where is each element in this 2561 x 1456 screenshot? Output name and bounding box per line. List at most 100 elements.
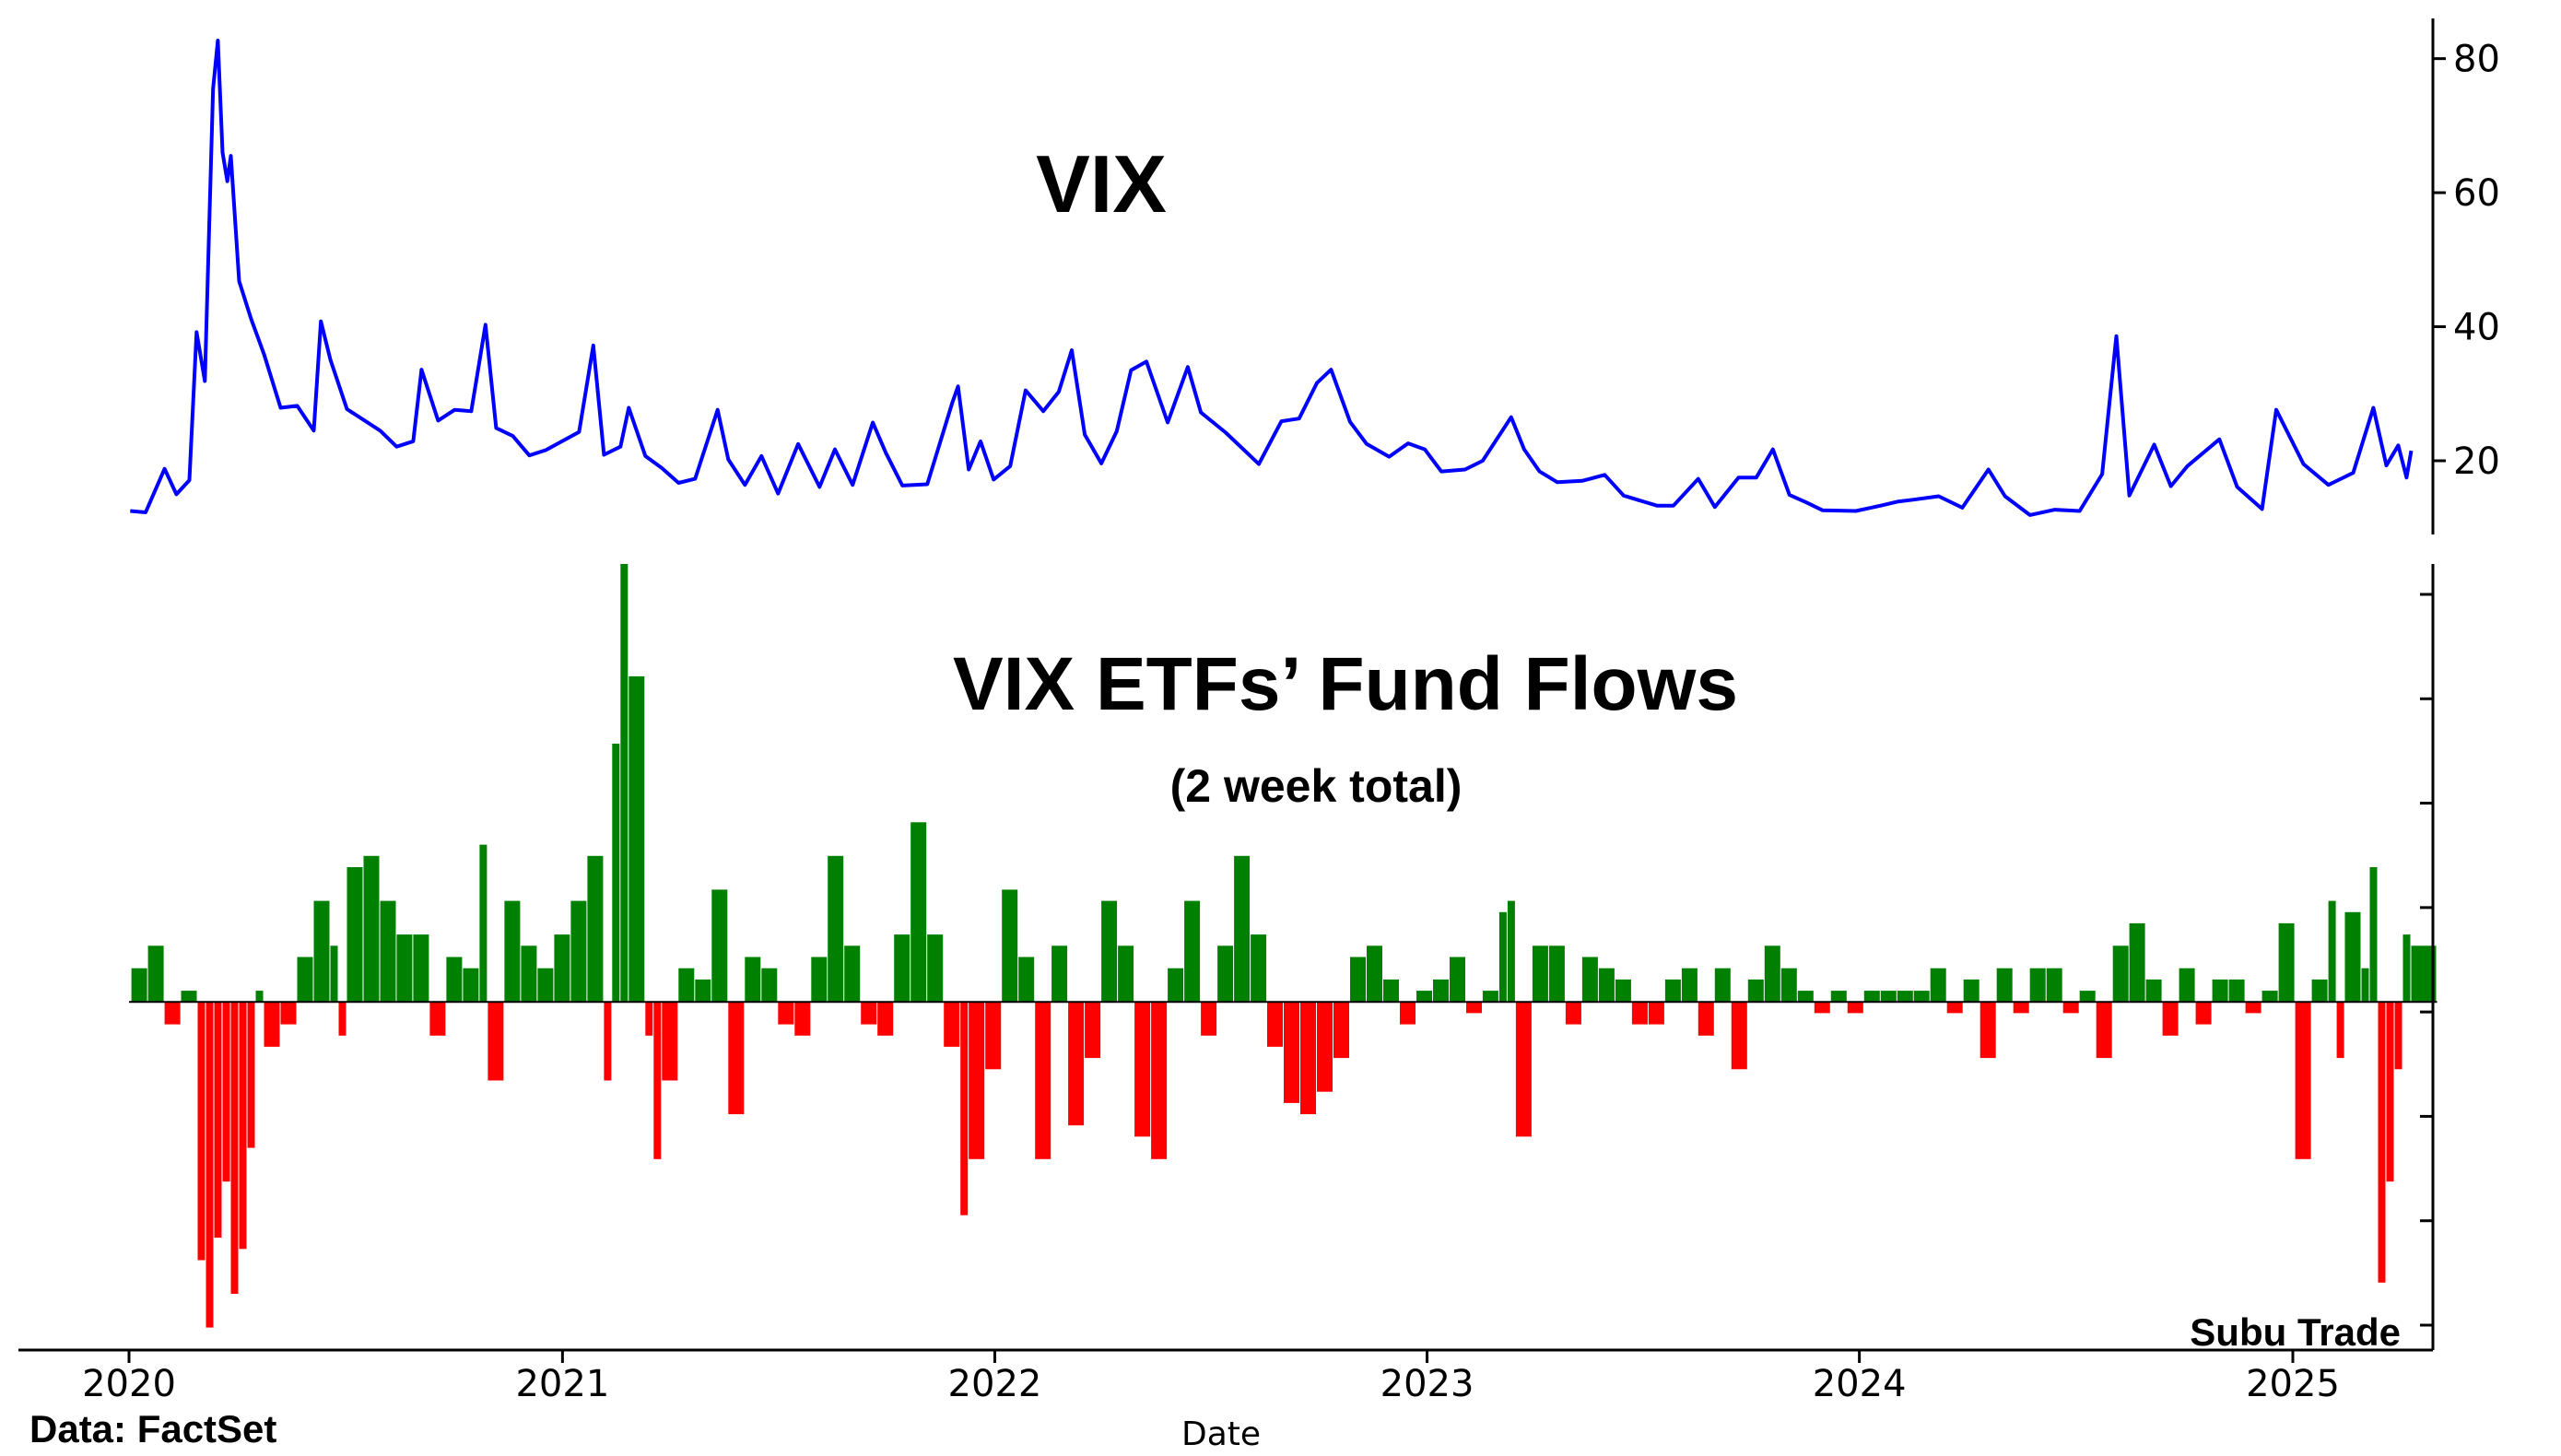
outflow-bar <box>2295 1002 2311 1159</box>
fund-flow-y-axis-ticks <box>2420 593 2433 1327</box>
outflow-bar <box>1847 1002 1863 1014</box>
outflow-bar <box>1085 1002 1101 1059</box>
inflow-bar <box>2145 979 2162 1003</box>
outflow-bar <box>960 1002 969 1215</box>
inflow-bar <box>313 900 330 1003</box>
inflow-bar <box>1780 968 1797 1003</box>
outflow-bar <box>877 1002 894 1036</box>
inflow-bar <box>463 968 479 1003</box>
inflow-bar <box>1507 900 1515 1003</box>
outflow-bar <box>1284 1002 1299 1103</box>
inflow-bar <box>1897 991 1913 1003</box>
outflow-bar <box>247 1002 255 1148</box>
outflow-bar <box>861 1002 877 1025</box>
vix-y-tick-label: 40 <box>2453 307 2500 349</box>
outflow-bar <box>1267 1002 1283 1047</box>
outflow-bar <box>338 1002 347 1036</box>
outflow-bar <box>2386 1002 2394 1182</box>
outflow-bar <box>944 1002 960 1047</box>
inflow-bar <box>504 900 521 1003</box>
inflow-bar <box>620 564 629 1003</box>
outflow-bar <box>1134 1002 1151 1137</box>
outflow-bar <box>2195 1002 2212 1025</box>
inflow-bar <box>479 844 488 1003</box>
outflow-bar <box>653 1002 662 1159</box>
inflow-bar <box>1747 979 1764 1003</box>
vix-y-tick-label: 80 <box>2453 39 2500 81</box>
source-note: Data: FactSet <box>29 1407 276 1450</box>
outflow-bar <box>604 1002 612 1081</box>
outflow-bar <box>1035 1002 1051 1159</box>
inflow-bar <box>695 979 711 1003</box>
outflow-bar <box>662 1002 678 1081</box>
outflow-bar <box>222 1002 230 1182</box>
fund-flow-bars <box>131 564 2437 1328</box>
inflow-bar <box>347 867 363 1003</box>
inflow-bar <box>1532 945 1548 1003</box>
outflow-bar <box>1068 1002 1085 1126</box>
x-tick-label: 2025 <box>2246 1363 2340 1405</box>
inflow-bar <box>1664 979 1681 1003</box>
outflow-bar <box>429 1002 446 1036</box>
outflow-bar <box>1317 1002 1333 1092</box>
inflow-bar <box>2278 922 2295 1003</box>
inflow-bar <box>396 934 413 1003</box>
inflow-bar <box>1184 900 1201 1003</box>
fund-flows-chart-subtitle: (2 week total) <box>1170 760 1463 812</box>
outflow-bar <box>1201 1002 1217 1036</box>
x-tick-label: 2023 <box>1380 1363 1474 1405</box>
inflow-bar <box>1367 945 1382 1003</box>
outflow-bar <box>197 1002 206 1261</box>
outflow-bar <box>1333 1002 1349 1059</box>
inflow-bar <box>1350 957 1366 1003</box>
outflow-bar <box>969 1002 985 1159</box>
inflow-bar <box>2029 968 2046 1003</box>
inflow-bar <box>1963 979 1979 1003</box>
inflow-bar <box>363 855 380 1003</box>
inflow-bar <box>811 957 828 1003</box>
outflow-bar <box>2378 1002 2386 1283</box>
inflow-bar <box>761 968 778 1003</box>
fund-flows-panel: 2020 2021 2022 2023 2024 2025 VIX ETFs’ Fund … <box>18 564 2438 1453</box>
inflow-bar <box>1797 991 1814 1003</box>
inflow-bar <box>1101 900 1118 1003</box>
watermark-text: Subu Trade <box>2190 1310 2401 1354</box>
inflow-bar <box>2129 922 2145 1003</box>
inflow-bar <box>1714 968 1731 1003</box>
inflow-bar <box>2402 934 2411 1003</box>
x-axis-ticks: 2020 2021 2022 2023 2024 2025 <box>82 1350 2340 1405</box>
inflow-bar <box>1830 991 1847 1003</box>
outflow-bar <box>1979 1002 1996 1059</box>
x-tick-label: 2020 <box>82 1363 176 1405</box>
inflow-bar <box>1051 945 1068 1003</box>
inflow-bar <box>1581 957 1598 1003</box>
outflow-bar <box>2062 1002 2079 1014</box>
vix-panel: 20 40 60 80 VIX <box>130 18 2500 534</box>
inflow-bar <box>1615 979 1631 1003</box>
inflow-bar <box>1681 968 1698 1003</box>
x-tick-label: 2024 <box>1813 1363 1907 1405</box>
inflow-bar <box>1416 991 1432 1003</box>
vix-chart-title: VIX <box>1036 138 1167 229</box>
inflow-bar <box>1996 968 2013 1003</box>
inflow-bar <box>2261 991 2278 1003</box>
outflow-bar <box>778 1002 794 1025</box>
inflow-bar <box>570 900 587 1003</box>
outflow-bar <box>1515 1002 1532 1137</box>
outflow-bar <box>1400 1002 1416 1025</box>
inflow-bar <box>1118 945 1134 1003</box>
outflow-bar <box>2013 1002 2029 1014</box>
outflow-bar <box>2394 1002 2402 1070</box>
inflow-bar <box>1018 957 1035 1003</box>
inflow-bar <box>413 934 429 1003</box>
inflow-bar <box>1251 934 1267 1003</box>
inflow-bar <box>1498 911 1507 1003</box>
vix-y-axis-ticks: 20 40 60 80 <box>2433 39 2500 483</box>
inflow-bar <box>1764 945 1780 1003</box>
x-tick-label: 2021 <box>515 1363 609 1405</box>
vix-series-line <box>130 39 2414 517</box>
outflow-bar <box>230 1002 239 1294</box>
inflow-bar <box>2212 979 2228 1003</box>
inflow-bar <box>629 675 645 1003</box>
